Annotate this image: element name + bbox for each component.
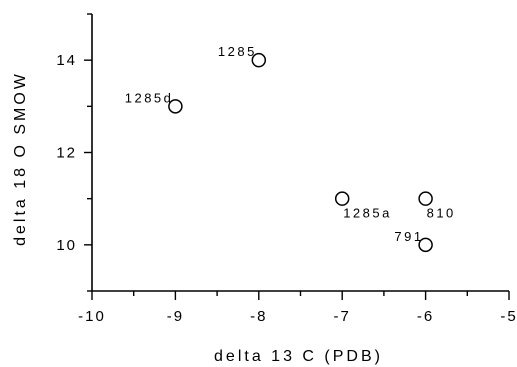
x-tick-label: -7: [334, 308, 351, 325]
data-point: [418, 191, 433, 206]
point-label: 1285: [218, 44, 257, 59]
y-axis-title: delta 18 O SMOW: [12, 71, 29, 246]
x-tick-label: -8: [250, 308, 267, 325]
y-tick-label: 10: [56, 237, 77, 254]
x-tick-label: -9: [167, 308, 184, 325]
x-tick-label: -10: [78, 308, 106, 325]
data-point: [168, 99, 183, 114]
point-label: 1285a: [343, 206, 392, 221]
ticks: -10 -9 -8 -7 -6 -5 10 12 14: [56, 13, 517, 325]
data-point: [334, 191, 350, 206]
point-label: 1285d: [125, 90, 174, 105]
x-tick-label: -6: [417, 308, 434, 325]
axes: [91, 14, 509, 292]
x-axis-title: delta 13 C (PDB): [214, 348, 383, 365]
data-point: [418, 237, 433, 253]
data-point: [251, 52, 267, 68]
y-tick-label: 12: [56, 145, 77, 162]
point-label: 810: [427, 206, 456, 221]
x-tick-label: -5: [500, 308, 517, 325]
data-points: 1285 1285d 1285a 810 791: [125, 44, 456, 253]
y-tick-label: 14: [56, 52, 77, 69]
point-label: 791: [394, 229, 423, 244]
